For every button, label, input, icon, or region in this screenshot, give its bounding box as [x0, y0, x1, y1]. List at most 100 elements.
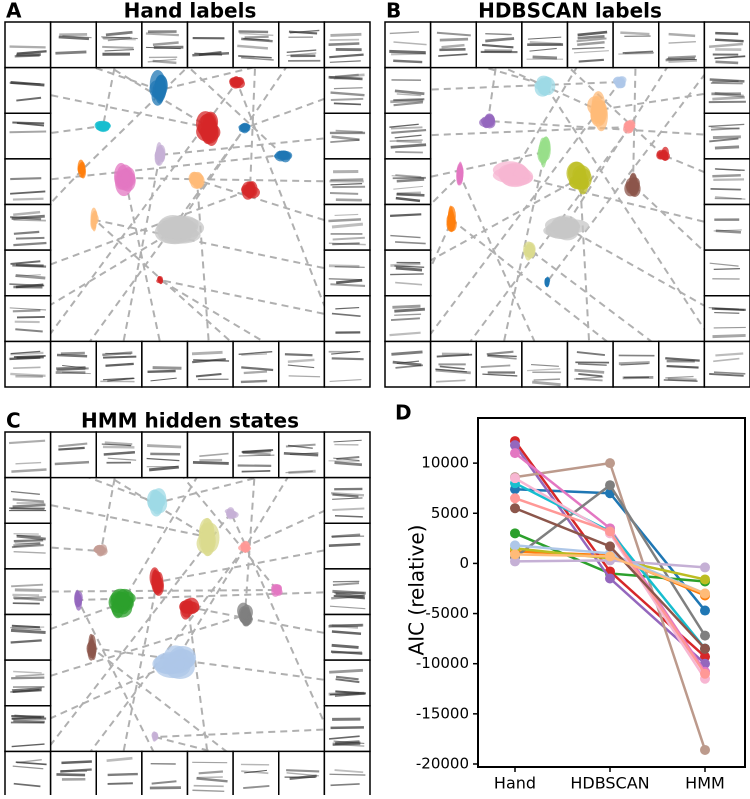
spectrogram: [324, 660, 370, 706]
spectrogram-band: [16, 238, 44, 239]
panel-label: B: [386, 0, 401, 23]
y-tick-label: 5000: [431, 504, 469, 522]
cluster-point: [89, 635, 96, 656]
cluster-point: [242, 545, 249, 553]
spectrogram-band: [146, 34, 179, 36]
spectrogram-band: [336, 200, 362, 201]
point: [510, 473, 520, 483]
spectrogram-band: [329, 670, 363, 672]
x-tick-label: HDBSCAN: [570, 774, 649, 793]
connector: [28, 615, 245, 683]
spectrogram-band: [238, 31, 268, 32]
spectrogram-band: [244, 372, 267, 374]
embedding-panel: [385, 22, 750, 387]
cluster-point: [78, 163, 82, 173]
spectrogram-band: [392, 306, 420, 307]
cluster-point: [226, 511, 234, 520]
point: [605, 458, 615, 468]
point: [605, 541, 615, 551]
cluster-point: [550, 220, 580, 232]
x-tick-label: Hand: [494, 774, 536, 793]
panel-label: C: [6, 409, 21, 433]
spectrogram: [51, 432, 97, 478]
spectrogram-band: [10, 178, 41, 179]
spectrogram-band: [667, 366, 699, 367]
spectrogram-band: [439, 49, 465, 50]
point: [605, 480, 615, 490]
connector: [408, 127, 630, 136]
spectrogram-band: [10, 627, 44, 628]
cluster-point: [153, 735, 156, 741]
spectrogram-band: [334, 103, 361, 104]
cluster-point: [90, 213, 96, 229]
spectrogram: [476, 341, 522, 387]
cluster-point: [541, 137, 550, 157]
point: [700, 644, 710, 654]
spectrogram-band: [285, 354, 313, 355]
spectrogram-band: [108, 783, 133, 784]
spectrogram-band: [289, 376, 320, 377]
spectrogram: [613, 22, 659, 68]
point: [700, 631, 710, 641]
spectrogram-band: [712, 175, 740, 176]
spectrogram-band: [14, 540, 43, 541]
cluster-point: [156, 147, 164, 158]
spectrogram-band: [13, 721, 44, 722]
connector: [28, 500, 208, 537]
spectrogram: [5, 751, 51, 795]
point: [510, 540, 520, 550]
spectrogram-band: [715, 147, 739, 148]
spectrogram-band: [714, 327, 746, 328]
cluster-point: [156, 217, 196, 239]
cluster-point: [627, 125, 634, 132]
spectrogram-band: [103, 39, 136, 40]
spectrogram-band: [391, 54, 426, 55]
panel-title: HDBSCAN labels: [478, 0, 662, 23]
spectrogram: [5, 159, 51, 205]
point: [700, 669, 710, 679]
spectrogram-band: [391, 127, 422, 128]
spectrogram-band: [714, 313, 739, 314]
cluster-point: [234, 79, 245, 88]
spectrogram-band: [390, 100, 423, 101]
embedding-panel: [5, 22, 370, 387]
panel-title: Hand labels: [124, 0, 257, 23]
spectrogram-band: [330, 34, 361, 35]
spectrogram: [5, 296, 51, 342]
spectrogram-band: [17, 317, 45, 318]
spectrogram-band: [328, 219, 361, 221]
spectrogram: [324, 296, 370, 342]
spectrogram-band: [11, 716, 44, 717]
point: [510, 493, 520, 503]
connector: [188, 607, 347, 637]
y-tick-label: -5000: [425, 604, 469, 622]
spectrogram-band: [333, 744, 360, 745]
spectrogram-band: [13, 310, 41, 311]
spectrogram: [233, 22, 279, 68]
connector: [197, 180, 210, 364]
spectrogram-band: [714, 269, 740, 270]
cluster-point: [629, 181, 639, 192]
point: [700, 574, 710, 584]
connector: [157, 546, 347, 582]
spectrogram: [5, 569, 51, 615]
cluster-point: [149, 494, 165, 510]
spectrogram-band: [534, 379, 560, 380]
spectrogram-band: [61, 762, 91, 763]
spectrogram: [188, 341, 234, 387]
connector: [488, 121, 727, 136]
cluster-point: [271, 587, 279, 597]
spectrogram-band: [197, 777, 223, 778]
y-tick-label: 10000: [421, 454, 469, 472]
cluster-point: [617, 78, 625, 87]
spectrogram-band: [147, 446, 181, 447]
spectrogram-band: [10, 47, 46, 48]
y-tick-label: -20000: [416, 754, 469, 772]
cluster-point: [459, 168, 463, 182]
spectrogram-band: [329, 544, 360, 545]
spectrogram-band: [194, 786, 224, 787]
spectrogram-band: [533, 57, 557, 58]
point: [700, 562, 710, 572]
